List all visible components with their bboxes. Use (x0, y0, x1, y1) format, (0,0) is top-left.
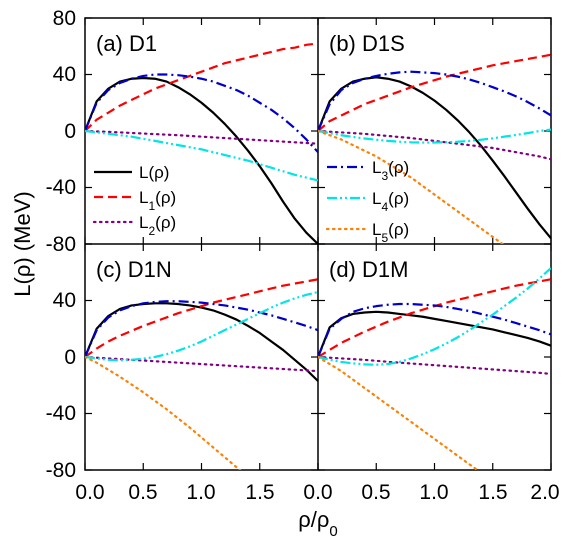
series-line-L2 (85, 129, 318, 145)
legend-right: L3(ρ) L4(ρ) L5(ρ) (325, 158, 409, 245)
series-layer (85, 42, 551, 470)
legend-entry-L3: L3(ρ) (372, 158, 409, 183)
y-tick-label: -40 (46, 176, 76, 199)
series-line-L3 (85, 73, 318, 153)
x-tick-label: 1.0 (419, 481, 448, 504)
series-line-L4 (85, 290, 318, 362)
y-tick-label: 80 (53, 7, 76, 30)
series-line-L3 (85, 300, 318, 358)
panel-plot (85, 278, 318, 470)
series-line-L (318, 76, 551, 240)
y-tick-label: 40 (53, 63, 76, 86)
x-tick-label: 1.5 (245, 481, 274, 504)
panel-label: (d) D1M (329, 257, 408, 282)
series-line-L4 (318, 267, 551, 366)
y-tick-label: 0 (64, 120, 76, 143)
y-tick-label: -40 (46, 402, 76, 425)
x-tick-label: 0.5 (128, 481, 157, 504)
panel-label: (a) D1 (96, 31, 157, 56)
panel-label: (b) D1S (329, 31, 405, 56)
panel-label: (c) D1N (96, 257, 172, 282)
x-tick-label: 1.0 (186, 481, 215, 504)
series-line-L4 (318, 128, 551, 144)
x-axis-label: ρ/ρ0 (298, 507, 338, 539)
y-tick-label: 0 (64, 346, 76, 369)
x-tick-label: 0.0 (303, 481, 332, 504)
series-line-L5 (85, 355, 242, 470)
series-line-L2 (85, 355, 318, 373)
legend-entry-L5: L5(ρ) (372, 220, 409, 245)
x-tick-label: 0.5 (361, 481, 390, 504)
series-line-L4 (85, 129, 318, 182)
series-line-L1 (85, 42, 318, 132)
series-line-L1 (318, 53, 551, 132)
series-line-L1 (85, 278, 318, 358)
panel-plot (85, 42, 318, 244)
legend-entry-L4: L4(ρ) (372, 189, 409, 214)
legend-entry-L1: L1(ρ) (139, 188, 176, 213)
panel-plot (318, 53, 551, 244)
series-line-L5 (318, 129, 505, 244)
y-axis-label: L(ρ) (MeV) (10, 191, 35, 296)
x-tick-label: 1.5 (478, 481, 507, 504)
x-tick-label: 0.0 (75, 481, 104, 504)
series-line-L3 (318, 70, 551, 132)
y-tick-label: 40 (53, 289, 76, 312)
panel-plot (318, 267, 551, 470)
series-line-L (85, 302, 318, 382)
series-line-L3 (318, 302, 551, 358)
y-tick-label: -80 (46, 233, 76, 256)
series-line-L2 (318, 355, 551, 376)
legend-entry-L2: L2(ρ) (139, 213, 176, 238)
x-tick-label: 2.0 (530, 481, 559, 504)
legend-entry-L: L(ρ) (139, 163, 169, 182)
y-tick-label: -80 (46, 459, 76, 482)
series-line-L (85, 76, 318, 244)
series-line-L (318, 310, 551, 358)
legend-left: L(ρ) L1(ρ) L2(ρ) (92, 163, 176, 238)
